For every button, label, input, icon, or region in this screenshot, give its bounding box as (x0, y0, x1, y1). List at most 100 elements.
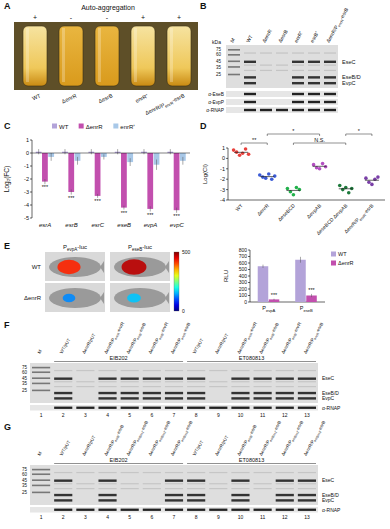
strip-label: α-EvpP (208, 100, 224, 105)
lane-number: 2 (62, 412, 65, 418)
lane-label: ΔenrR/PesrB-esrB (236, 424, 259, 457)
category-label: ΔenrR/PenrR-esrB (343, 202, 376, 235)
tick-label: -1 (220, 166, 225, 172)
marker-band (32, 492, 50, 494)
faint-band (231, 472, 249, 473)
lane-label: WT/pUT (192, 337, 205, 354)
tick (248, 263, 250, 264)
group-label: ET080813 (239, 355, 264, 361)
lane-label: WT/pUT (192, 439, 205, 456)
strip-band (98, 407, 116, 409)
luminescence (127, 293, 141, 302)
faint-band (76, 381, 94, 382)
strip-band (260, 109, 272, 111)
lane-label: ΔenrR/PesrBm3-esrB (170, 420, 195, 457)
error-bar (103, 154, 104, 159)
legend-swatch (79, 124, 84, 129)
faint-band (231, 370, 249, 371)
column-label: PevpA-luc (63, 244, 87, 252)
point (244, 147, 248, 151)
lane-label: ΔenrR/PesrB-enrR (280, 321, 303, 355)
point (341, 188, 345, 192)
tick (248, 276, 250, 277)
marker-label: 25 (22, 388, 28, 393)
strip-band (187, 407, 205, 409)
faint-band (121, 483, 139, 484)
error-bar (262, 265, 263, 268)
protein-band (231, 377, 249, 379)
bracket (293, 143, 345, 145)
protein-band (54, 392, 72, 394)
group-line (54, 361, 183, 362)
row-label: WT (32, 264, 42, 270)
lane-number: 9 (217, 514, 220, 520)
significance: *** (173, 213, 180, 219)
tick (30, 192, 32, 193)
image-background (110, 252, 170, 281)
tick-label: 100 (239, 292, 248, 298)
mean-line (286, 190, 300, 191)
bar (174, 153, 180, 210)
tick-label: -1 (24, 163, 29, 169)
protein-band (276, 494, 294, 496)
mean-line (260, 176, 274, 177)
image-background (110, 283, 170, 312)
protein-band (98, 499, 116, 501)
protein-band (121, 377, 139, 379)
sign: + (177, 14, 181, 21)
error-bar (311, 294, 312, 297)
bracket (346, 134, 372, 136)
tick (226, 179, 228, 180)
lane-number: 2 (62, 514, 65, 520)
tick (30, 166, 32, 167)
tick-label: 1 (26, 137, 29, 143)
marker-band (32, 367, 50, 369)
lane-label: M (229, 37, 236, 44)
faint-band (143, 386, 161, 387)
bar (121, 153, 127, 208)
protein-band (98, 494, 116, 496)
strip-band (308, 101, 320, 103)
protein-band (324, 76, 336, 78)
significance: N.S. (314, 137, 325, 143)
tick-label: -2 (24, 176, 29, 182)
protein-band (308, 61, 320, 63)
faint-band (98, 381, 116, 382)
strip-band (324, 109, 336, 111)
strip-band (187, 509, 205, 511)
band-label: EvpC (322, 395, 335, 401)
point (324, 165, 328, 169)
panel-letter: E (4, 241, 10, 251)
faint-band (276, 472, 294, 473)
sign: - (106, 14, 109, 21)
significance: *** (271, 292, 278, 298)
panel-letter: D (200, 121, 207, 131)
marker-band (228, 49, 240, 51)
protein-band (298, 479, 316, 481)
faint-band (187, 386, 205, 387)
band-label: EvpC (322, 497, 335, 503)
faint-band (98, 370, 116, 371)
protein-band (324, 82, 336, 84)
protein-band (187, 499, 205, 501)
faint-band (324, 52, 336, 53)
faint-band (143, 370, 161, 371)
lane-number: 1 (40, 412, 43, 418)
strain-label: enrR⁺ (134, 92, 149, 103)
band-label: EvpC (342, 80, 355, 86)
faint-band (276, 483, 294, 484)
tick (30, 205, 32, 206)
sign: - (70, 14, 73, 21)
tick-label: 400 (239, 273, 248, 279)
gel (30, 363, 318, 403)
mean-line (234, 152, 248, 153)
strip-band (254, 407, 272, 409)
protein-band (298, 494, 316, 496)
lane-number: 6 (150, 514, 153, 520)
lane-number: 12 (282, 514, 288, 520)
lane-number: 3 (84, 412, 87, 418)
lane-number: 7 (173, 514, 176, 520)
lane-number: 11 (260, 514, 265, 520)
lane-label: WT (245, 34, 254, 44)
protein-band (298, 377, 316, 379)
